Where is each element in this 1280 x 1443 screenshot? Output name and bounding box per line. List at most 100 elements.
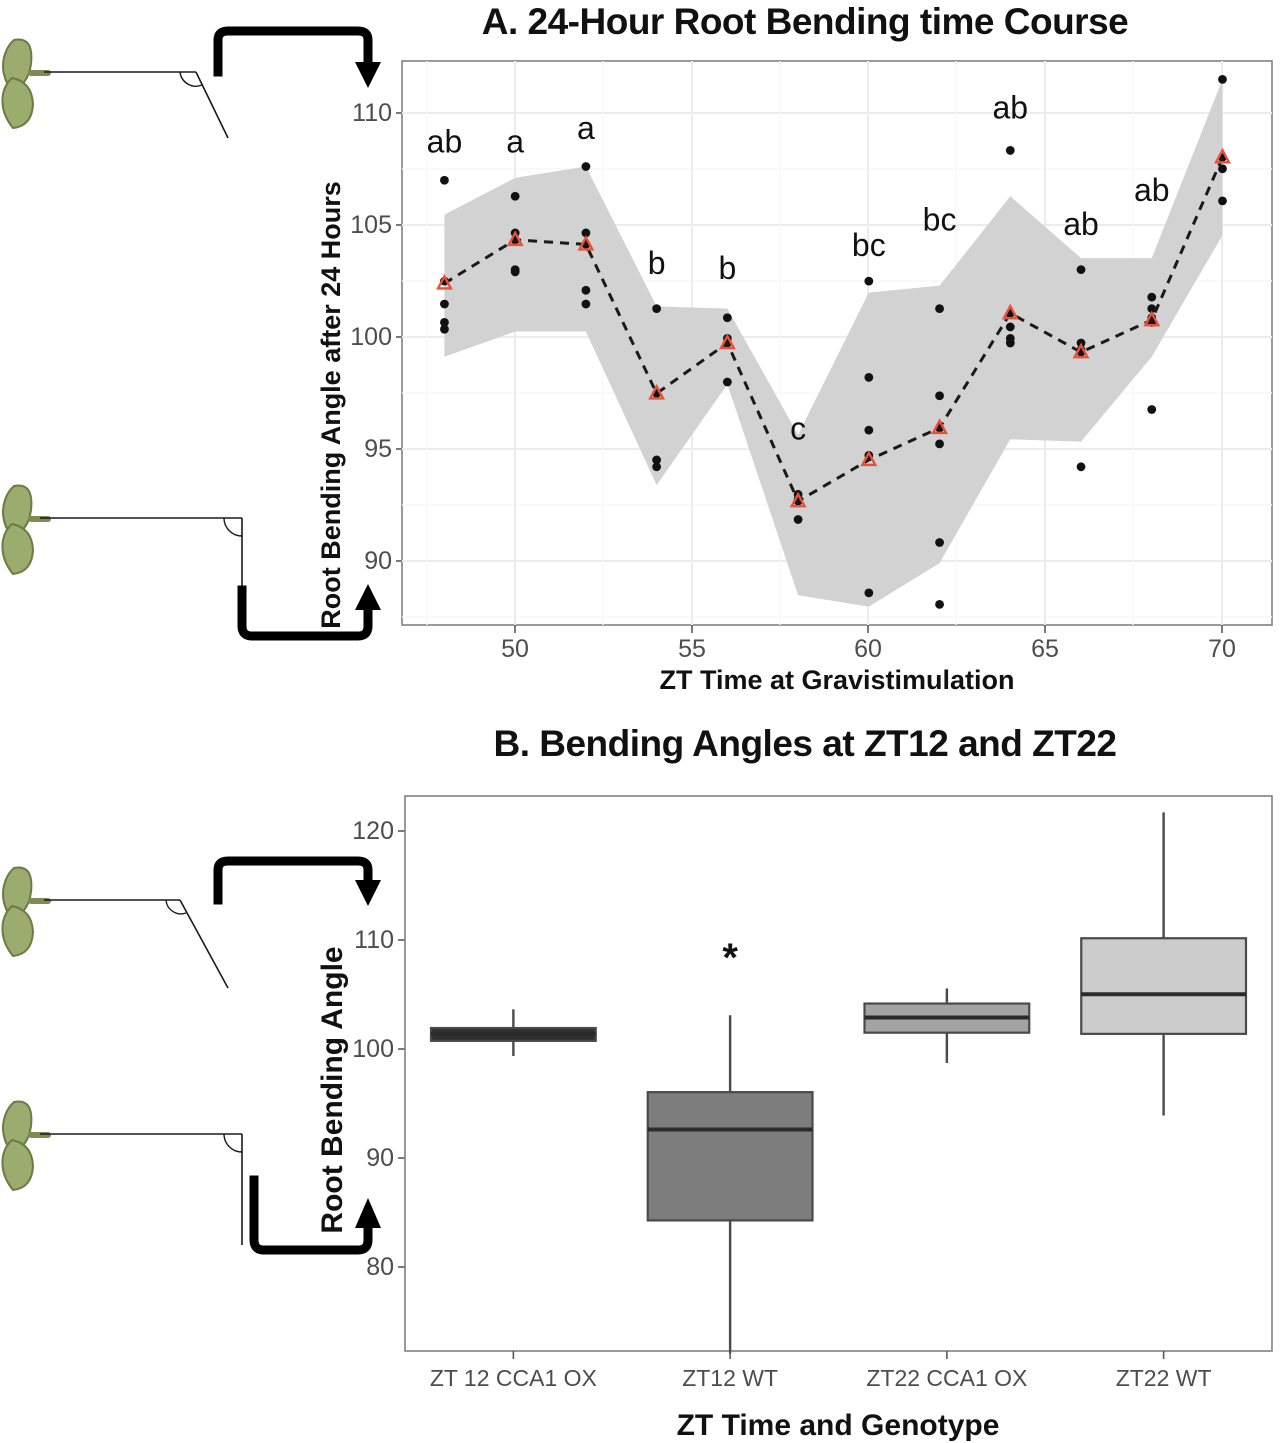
mean-marker <box>718 333 736 350</box>
panel-b-title: B. Bending Angles at ZT12 and ZT22 <box>493 723 1117 764</box>
y-tick-95: 95 <box>364 435 392 463</box>
panel-b-x-ticks: ZT 12 CCA1 OX ZT12 WT ZT22 CCA1 OX ZT22 WT <box>430 1351 1212 1391</box>
mean-marker <box>789 491 807 508</box>
significance-letter: bc <box>923 202 957 238</box>
panel-a-y-axis-title: Root Bending Angle after 24 Hours <box>316 181 346 629</box>
leaf-lower-icon <box>1 76 35 130</box>
box-plot-1 <box>429 1009 597 1057</box>
data-point <box>440 299 449 309</box>
significance-letter: ab <box>1063 206 1099 242</box>
box-plot-3 <box>863 988 1031 1064</box>
bracket-up-arrow <box>249 1175 381 1255</box>
data-point <box>864 276 874 286</box>
significance-letter: ab <box>992 89 1028 125</box>
data-point <box>1076 462 1086 472</box>
significance-letter: b <box>648 245 666 281</box>
panel-a-x-axis-title: ZT Time at Gravistimulation <box>659 665 1014 695</box>
mean-marker <box>648 383 666 400</box>
panel-a-title: A. 24-Hour Root Bending time Course <box>481 1 1129 42</box>
data-point <box>581 299 591 309</box>
bracket-down-arrow <box>213 26 381 88</box>
data-point <box>935 599 944 609</box>
data-point <box>1147 292 1157 302</box>
data-point <box>440 324 449 334</box>
significance-letter: a <box>577 110 595 146</box>
root-bent-segment <box>195 71 229 139</box>
mean-marker <box>1001 303 1019 320</box>
data-point <box>440 317 449 327</box>
data-point <box>440 175 449 185</box>
x-tick-50: 50 <box>501 635 529 663</box>
data-point <box>581 285 591 295</box>
data-point <box>935 304 944 314</box>
mean-marker <box>1143 310 1161 327</box>
data-point <box>1218 74 1227 84</box>
data-point <box>1218 196 1227 206</box>
seedling-diagram-right-bottom <box>1 1100 243 1245</box>
significance-letter: a <box>1214 55 1232 59</box>
data-point <box>510 267 520 277</box>
data-point <box>722 313 732 323</box>
panel-b-y-axis-title: Root Bending Angle <box>316 946 349 1233</box>
significance-letter: c <box>790 410 806 446</box>
mean-marker <box>435 273 453 290</box>
data-point <box>581 162 591 171</box>
box-plot-2 <box>646 1015 814 1354</box>
y-tick-90: 90 <box>364 547 392 575</box>
panel-a-plot-area: abaabbcbcbcabababa <box>401 55 1273 626</box>
seedling-diagram-right-bottom <box>1 484 243 630</box>
data-point <box>652 455 662 465</box>
data-point <box>1076 265 1086 275</box>
mean-marker <box>506 230 524 247</box>
data-point <box>652 304 662 314</box>
x-tick-label: ZT 12 CCA1 OX <box>430 1365 597 1391</box>
panel-a-x-ticks: 50 55 60 65 70 <box>501 625 1236 663</box>
angle-arc <box>165 899 187 915</box>
y-tick-105: 105 <box>350 211 392 239</box>
data-point <box>1005 322 1015 332</box>
leaf-lower-icon <box>1 904 35 958</box>
data-point <box>864 425 874 435</box>
box-body <box>1080 937 1248 1035</box>
data-point <box>935 439 944 449</box>
box-body <box>646 1091 814 1222</box>
x-tick-label: ZT22 CCA1 OX <box>866 1365 1027 1391</box>
data-point <box>1147 304 1157 314</box>
significance-letter: ab <box>1134 172 1170 208</box>
panel-b-plot-area: * <box>404 795 1273 1354</box>
y-tick-120: 120 <box>352 817 394 845</box>
bracket-up-arrow <box>237 584 381 641</box>
significance-letter: ab <box>427 124 463 160</box>
panel-a-diagram-group <box>1 26 381 641</box>
mean-marker <box>1072 342 1090 359</box>
data-point <box>1005 338 1015 348</box>
x-tick-60: 60 <box>854 635 882 663</box>
mean-marker <box>1214 147 1231 164</box>
angle-arc <box>223 1133 243 1153</box>
leaf-lower-icon <box>1 522 35 576</box>
mean-marker <box>577 234 595 251</box>
significance-letter: bc <box>852 227 886 263</box>
data-point <box>1147 405 1157 414</box>
y-tick-100: 100 <box>352 1035 394 1063</box>
y-tick-110: 110 <box>352 99 392 127</box>
panel-a-y-ticks: 110 105 100 95 90 <box>350 99 402 575</box>
seedling-diagram-obtuse-top <box>1 38 229 139</box>
data-point <box>1005 146 1015 155</box>
panel-a-ribbon <box>444 79 1223 607</box>
panel-b-chart: Root Bending Angle 120 110 100 90 80 * Z… <box>316 795 1273 1442</box>
x-tick-70: 70 <box>1208 635 1236 663</box>
angle-arc <box>179 71 203 87</box>
data-point <box>935 538 944 547</box>
data-point <box>864 372 874 382</box>
root-bent-segment <box>179 899 229 989</box>
data-point <box>510 191 520 201</box>
x-tick-label: ZT12 WT <box>682 1365 778 1391</box>
angle-arc <box>223 517 243 537</box>
x-tick-65: 65 <box>1031 635 1059 663</box>
bracket-down-arrow <box>213 856 381 906</box>
panel-b-boxes <box>429 812 1248 1354</box>
y-tick-90: 90 <box>366 1144 394 1172</box>
data-point <box>935 391 944 401</box>
